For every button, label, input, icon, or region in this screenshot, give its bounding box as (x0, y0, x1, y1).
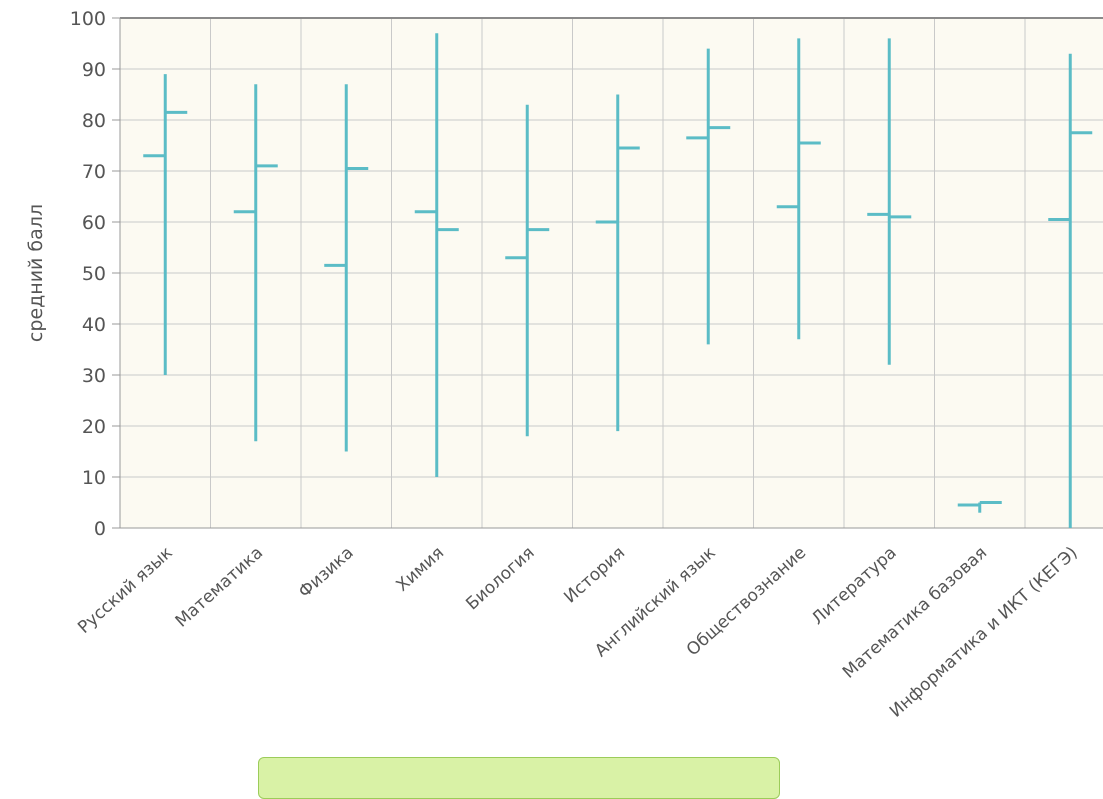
x-tick-label: Математика (172, 543, 267, 632)
y-tick-label: 60 (82, 212, 106, 234)
y-tick-label: 10 (82, 467, 106, 489)
x-tick-label: История (560, 543, 629, 608)
y-tick-label: 90 (82, 59, 106, 81)
x-tick-label: Русский язык (74, 543, 176, 638)
y-axis-ticks: 0 10 20 30 40 50 60 70 80 90 100 (70, 8, 120, 540)
y-tick-label: 30 (82, 365, 106, 387)
y-tick-label: 0 (94, 518, 106, 540)
y-tick-label: 70 (82, 161, 106, 183)
y-tick-label: 100 (70, 8, 106, 30)
x-tick-label: Математика базовая (839, 543, 991, 683)
series-group (143, 33, 1093, 528)
x-tick-label: Литература (808, 543, 901, 629)
x-tick-label: Физика (295, 543, 358, 602)
y-axis-label: средний балл (25, 204, 47, 342)
x-tick-label: Информатика и ИКТ (КЕГЭ) (886, 543, 1082, 722)
grid (119, 17, 1103, 529)
action-button[interactable] (258, 757, 780, 799)
y-tick-label: 50 (82, 263, 106, 285)
x-tick-label: Химия (393, 543, 449, 596)
y-tick-label: 80 (82, 110, 106, 132)
y-tick-label: 20 (82, 416, 106, 438)
y-tick-label: 40 (82, 314, 106, 336)
x-tick-label: Биология (462, 543, 538, 614)
